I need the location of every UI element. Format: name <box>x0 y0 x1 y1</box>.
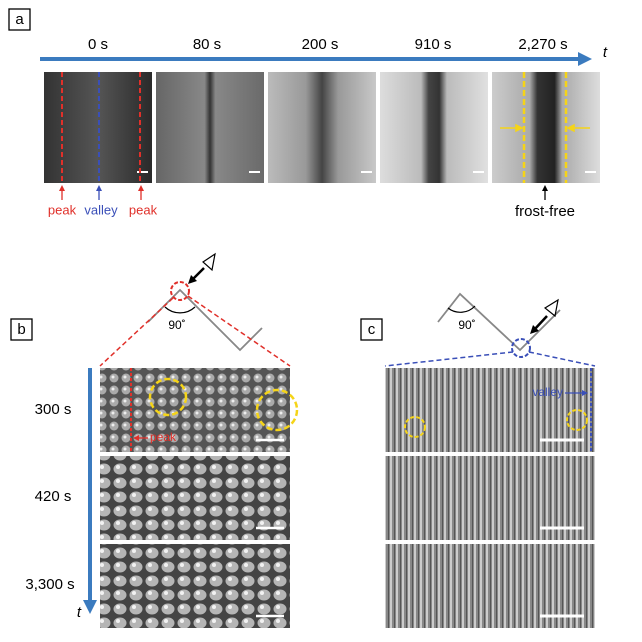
zoom-line <box>99 297 174 367</box>
eye-icon <box>543 298 559 318</box>
angle-label: 90˚ <box>458 318 475 332</box>
marker-label: peak <box>129 202 158 217</box>
zoom-line <box>528 351 596 367</box>
highlight-circle <box>566 409 588 431</box>
marker-label: peak <box>150 430 177 444</box>
marker-label: valley <box>532 385 563 399</box>
time-label: 80 s <box>193 36 221 53</box>
eye-icon <box>202 252 216 272</box>
panel-label-box <box>8 8 31 31</box>
marker-arrows <box>59 185 548 200</box>
highlight-circle <box>255 388 299 432</box>
micrograph <box>385 544 595 628</box>
groove-profile <box>437 292 561 352</box>
marker-label: peak <box>48 202 77 217</box>
angle-label: 90˚ <box>168 318 185 332</box>
panel-label: b <box>17 321 25 338</box>
groove-profile <box>147 288 263 352</box>
annotation: frost-free <box>515 203 575 220</box>
time-label: 3,300 s <box>25 576 74 593</box>
time-label: 200 s <box>302 36 339 53</box>
axis-label: t <box>77 604 82 621</box>
zoom-circle <box>511 338 531 358</box>
panel-label: c <box>368 321 376 338</box>
peak-arrow-head <box>133 435 139 441</box>
micrograph <box>385 368 595 452</box>
angle-arc <box>447 305 476 313</box>
zoom-line <box>384 351 514 367</box>
view-arrow-head <box>530 325 539 334</box>
time-label: 2,270 s <box>518 36 567 53</box>
micrograph <box>156 72 264 183</box>
time-label: 910 s <box>415 36 452 53</box>
angle-arc <box>164 306 196 314</box>
micrograph <box>380 72 488 183</box>
time-label: 300 s <box>35 401 72 418</box>
micrograph <box>268 72 376 183</box>
highlight-circle <box>148 377 188 417</box>
scale-bars <box>256 438 284 618</box>
axis-label: t <box>603 44 608 61</box>
frost-front-arrows <box>500 123 590 133</box>
panel-label: a <box>15 11 24 28</box>
valley-arrow-head <box>582 390 588 396</box>
panel-label-box <box>360 318 383 341</box>
time-label: 0 s <box>88 36 108 53</box>
time-label: 420 s <box>35 488 72 505</box>
view-arrow-head <box>188 275 197 284</box>
panel-label-box <box>10 318 33 341</box>
highlight-circle <box>404 416 426 438</box>
view-arrow <box>533 315 548 331</box>
time-arrow-head <box>83 600 97 614</box>
zoom-line <box>187 295 291 367</box>
micrograph <box>100 544 290 628</box>
marker-label: valley <box>84 202 118 217</box>
zoom-circle <box>170 281 190 301</box>
micrograph <box>100 456 290 540</box>
micrograph <box>385 456 595 540</box>
scale-bars <box>540 438 584 618</box>
time-arrow-head <box>578 52 592 66</box>
